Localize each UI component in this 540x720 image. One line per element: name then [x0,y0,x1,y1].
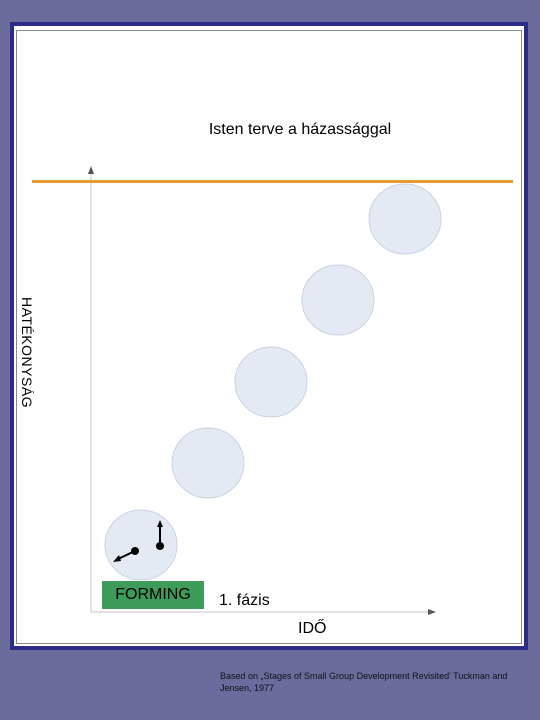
stage-circle-4 [301,264,375,336]
inner-frame [16,30,522,644]
goal-line [32,180,513,183]
forming-stage-box: FORMING [102,581,204,609]
x-axis-label: IDŐ [298,620,327,637]
stage-circle-1 [104,509,178,581]
slide-frame [10,22,528,650]
stage-circle-5 [368,183,442,255]
phase-label: 1. fázis [219,592,270,609]
stage-circle-2 [171,427,245,499]
stage-circle-3 [234,346,308,418]
y-axis-label: HATÉKONYSÁG [19,297,35,409]
x-axis-arrowhead [428,609,436,615]
arrow-left-figure [113,547,139,562]
y-axis-arrowhead [88,166,94,174]
goal-title: Isten terve a házassággal [208,121,392,138]
footer-note: Based on „Stages of Small Group Developm… [220,671,508,693]
arrow-up-figure [156,520,164,550]
